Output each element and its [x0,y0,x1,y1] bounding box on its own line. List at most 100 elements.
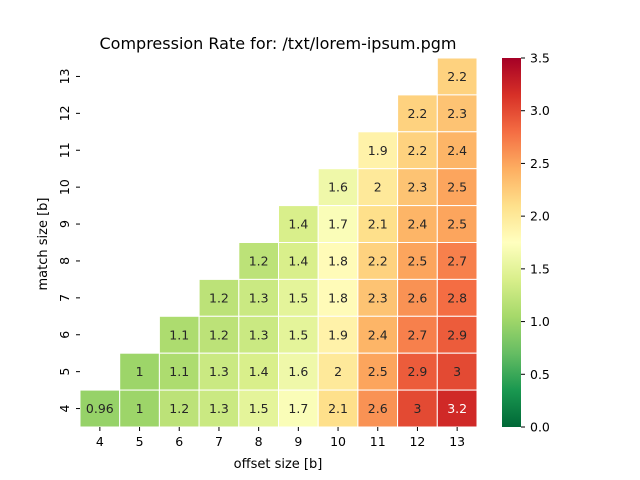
heatmap-cell [198,389,240,428]
cell-value-label: 1.6 [288,364,308,379]
y-tick-label: 5 [57,368,72,376]
heatmap-cell [436,131,478,170]
colorbar-tick-label: 2.5 [530,156,550,171]
x-tick-label: 13 [449,434,465,449]
heatmap-cell [119,352,160,391]
cell-value-label: 1.9 [328,327,348,342]
y-axis-ticks: 13 12 11 10 9 8 7 6 5 4 [57,68,80,413]
heatmap-cell [357,389,399,428]
cell-value-label: 1.9 [368,143,388,158]
cell-value-label: 1.1 [169,327,189,342]
cell-value-label: 1.4 [288,217,308,232]
cell-value-label: 2.2 [408,143,428,158]
cell-value-label: 1.3 [209,401,229,416]
cell-value-label: 1.4 [288,253,308,268]
cell-value-label: 1.5 [288,290,308,305]
heatmap-cell [397,242,438,280]
cell-value-label: 2.7 [408,327,428,342]
heatmap-cell [436,57,478,96]
colorbar-tick-label: 3.0 [530,103,550,118]
heatmap-cell [238,278,280,317]
y-tick-label: 7 [57,294,72,302]
x-tick-label: 8 [255,434,263,449]
cell-value-label: 2.1 [328,401,348,416]
heatmap-cell [436,352,478,391]
cell-value-label: 3 [413,401,421,416]
cell-value-label: 2.1 [368,217,388,232]
y-tick-label: 10 [57,179,72,195]
heatmap-cell [357,242,399,280]
cell-value-label: 3.2 [447,401,467,416]
colorbar-tick-label: 1.0 [530,314,550,329]
cell-value-label: 1.7 [328,217,348,232]
y-axis-label: match size [b] [36,198,51,291]
cell-value-label: 2.5 [447,217,467,232]
cell-value-label: 1.8 [328,290,348,305]
cell-value-label: 2.2 [368,253,388,268]
colorbar-tick-label: 0.0 [530,420,550,435]
cell-value-label: 1.2 [209,290,229,305]
colorbar-tick-label: 0.5 [530,367,550,382]
heatmap-cell [397,205,438,244]
cell-value-label: 1.2 [209,327,229,342]
heatmap-cell [436,389,478,428]
heatmap-cell [238,242,280,280]
cell-value-label: 3 [453,364,461,379]
y-tick-label: 13 [57,68,72,84]
x-axis-ticks: 4 5 6 7 8 9 10 11 12 13 [96,427,465,449]
colorbar-tick-label: 2.0 [530,209,550,224]
heatmap-cell [397,389,438,428]
cell-value-label: 2.5 [368,364,388,379]
cell-value-label: 1.8 [328,253,348,268]
heatmap-cell [397,278,438,317]
colorbar-ticks: 0.0 0.5 1.0 1.5 2.0 2.5 3.0 3.5 [521,51,550,435]
cell-value-label: 2 [374,180,382,195]
heatmap-cell [317,242,359,280]
cell-value-label: 1.5 [249,401,269,416]
cell-value-label: 1.7 [288,401,308,416]
heatmap-cell [119,389,160,428]
cell-value-label: 2.3 [368,290,388,305]
y-tick-label: 11 [57,142,72,158]
cell-value-label: 2.9 [447,327,467,342]
cell-value-label: 1.6 [328,180,348,195]
heatmap-cell [238,389,280,428]
heatmap-cell [278,389,319,428]
heatmap-cell [317,205,359,244]
heatmap-cell [79,389,121,428]
heatmap-cell [436,278,478,317]
x-tick-label: 5 [136,434,144,449]
heatmap-cell [158,315,200,354]
cell-value-label: 1.5 [288,327,308,342]
cell-value-label: 2.9 [408,364,428,379]
cell-value-label: 2.4 [447,143,467,158]
y-tick-label: 9 [57,220,72,228]
cell-value-label: 2.3 [408,180,428,195]
x-tick-label: 4 [96,434,104,449]
heatmap-cell [158,389,200,428]
x-tick-label: 6 [175,434,183,449]
cell-value-label: 1.3 [209,364,229,379]
cell-value-label: 2.4 [408,217,428,232]
cell-value-label: 1.2 [169,401,189,416]
cell-value-label: 2.3 [447,106,467,121]
heatmap-cell [436,168,478,207]
heatmap-cell [397,94,438,133]
cell-value-label: 2 [334,364,342,379]
y-tick-label: 8 [57,257,72,265]
x-tick-label: 11 [370,434,386,449]
heatmap-cell [317,352,359,391]
y-tick-label: 12 [57,105,72,121]
heatmap-cell [436,242,478,280]
cell-value-label: 2.6 [368,401,388,416]
cell-value-label: 1.1 [169,364,189,379]
y-tick-label: 6 [57,331,72,339]
cell-value-label: 2.7 [447,253,467,268]
colorbar-tick-label: 3.5 [530,51,550,66]
cell-value-label: 2.4 [368,327,388,342]
cell-value-label: 1 [136,364,144,379]
chart-title: Compression Rate for: /txt/lorem-ipsum.p… [100,34,457,53]
cell-value-label: 1 [136,401,144,416]
cell-value-label: 2.5 [447,180,467,195]
